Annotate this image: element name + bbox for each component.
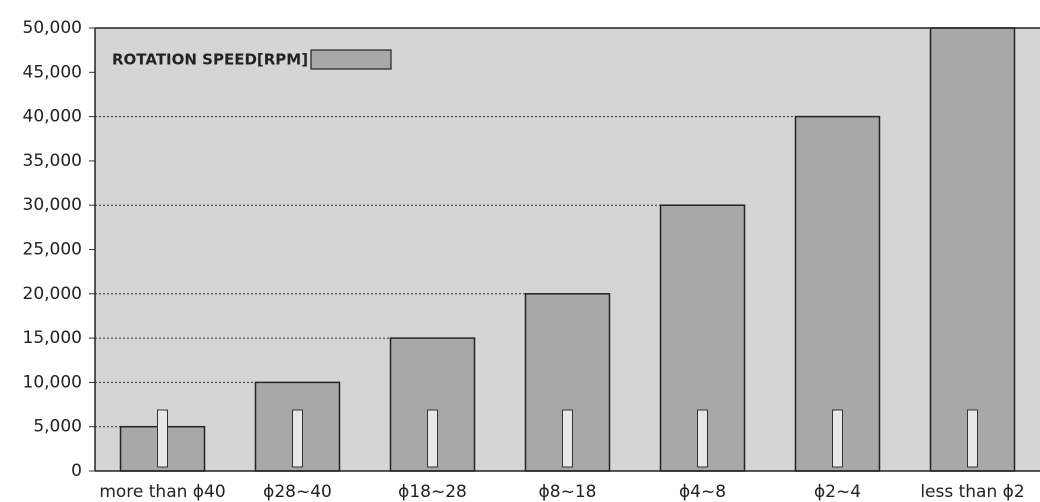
tool-shank xyxy=(697,409,708,468)
y-tick-label: 20,000 xyxy=(23,284,82,304)
x-tick-label: ϕ18~28 xyxy=(398,482,467,502)
y-tick-label: 50,000 xyxy=(23,18,82,38)
legend-swatch xyxy=(310,49,392,70)
y-tick-label: 25,000 xyxy=(23,240,82,260)
tool-shank xyxy=(967,409,978,468)
tool-shank xyxy=(157,409,168,468)
tool-shank xyxy=(292,409,303,468)
tool-shank xyxy=(427,409,438,468)
y-tick-label: 15,000 xyxy=(23,328,82,348)
x-tick-label: ϕ28~40 xyxy=(263,482,332,502)
y-tick-label: 35,000 xyxy=(23,151,82,171)
x-tick-label: ϕ8~18 xyxy=(539,482,597,502)
y-tick-label: 5,000 xyxy=(33,417,82,437)
tool-shank xyxy=(832,409,843,468)
y-tick-label: 30,000 xyxy=(23,195,82,215)
y-tick-label: 45,000 xyxy=(23,62,82,82)
legend-label: ROTATION SPEED[RPM] xyxy=(112,51,308,69)
y-tick-label: 40,000 xyxy=(23,107,82,127)
x-tick-label: less than ϕ2 xyxy=(920,482,1024,502)
y-tick-label: 0 xyxy=(71,461,82,481)
y-tick-label: 10,000 xyxy=(23,372,82,392)
x-tick-label: more than ϕ40 xyxy=(99,482,225,502)
bar xyxy=(929,27,1016,472)
x-tick-label: ϕ2~4 xyxy=(814,482,861,502)
x-tick-label: ϕ4~8 xyxy=(679,482,726,502)
tool-shank xyxy=(562,409,573,468)
